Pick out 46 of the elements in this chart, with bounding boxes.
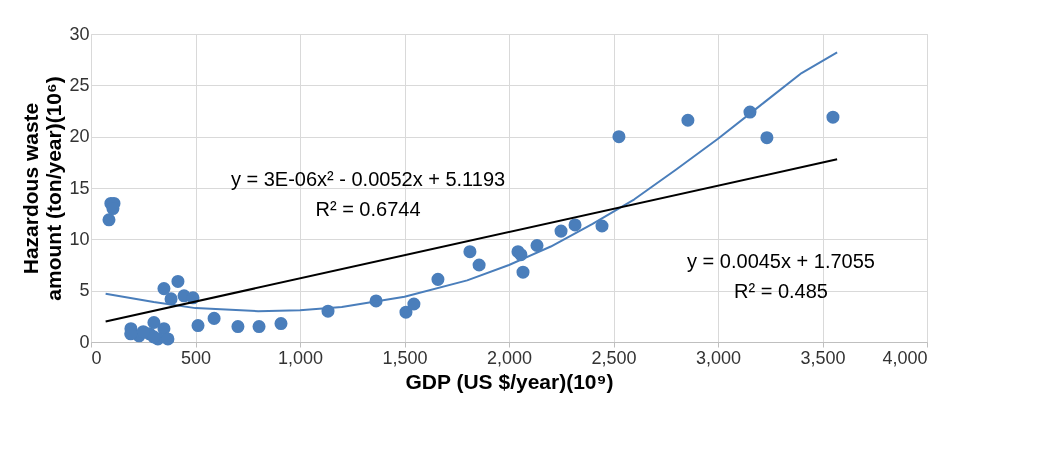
x-tick-label: 3,000	[695, 347, 742, 368]
y-tick-label: 25	[69, 74, 90, 95]
x-tick-label: 500	[180, 347, 212, 368]
point	[399, 305, 413, 319]
y-axis-title: Hazardous waste amount (ton/year)(10⁶)	[19, 76, 66, 301]
point	[760, 131, 774, 145]
point	[612, 130, 626, 144]
point	[472, 258, 486, 272]
x-tick-label: 2,000	[486, 347, 533, 368]
point	[161, 332, 175, 346]
y-tick-label: 0	[79, 331, 90, 352]
point	[231, 320, 245, 334]
point	[252, 320, 266, 334]
point	[171, 274, 185, 288]
point	[157, 282, 171, 296]
point	[147, 315, 161, 329]
y-tick-label: 5	[79, 280, 90, 301]
point	[207, 311, 221, 325]
x-tick-label: 3,500	[800, 347, 846, 368]
point	[681, 113, 695, 127]
point	[463, 245, 477, 259]
x-tick-label: 1,500	[382, 347, 428, 368]
point	[554, 224, 568, 238]
annotation: y = 3E-06x² - 0.0052x + 5.1193	[230, 168, 506, 190]
point	[102, 213, 116, 227]
x-tick-label: 2,500	[591, 347, 637, 368]
y-tick-label: 15	[69, 177, 90, 198]
point	[530, 238, 544, 252]
point	[826, 110, 840, 124]
annotation: y = 0.0045x + 1.7055	[687, 250, 875, 272]
point	[147, 330, 161, 344]
point	[274, 317, 288, 331]
point	[191, 319, 205, 333]
point	[595, 219, 609, 233]
point	[407, 297, 421, 311]
y-tick-label: 30	[69, 23, 90, 44]
x-tick-label: 4,000	[882, 347, 928, 368]
x-tick-label: 1,000	[277, 347, 324, 368]
annotation: R² = 0.485	[734, 280, 828, 302]
y-tick-label: 20	[69, 126, 90, 147]
point	[568, 218, 582, 232]
x-axis-title: GDP (US $/year)(10⁹)	[405, 369, 614, 393]
y-tick-label: 10	[69, 228, 90, 249]
point	[431, 272, 445, 286]
point	[516, 265, 530, 279]
annotation: R² = 0.6744	[315, 198, 421, 220]
